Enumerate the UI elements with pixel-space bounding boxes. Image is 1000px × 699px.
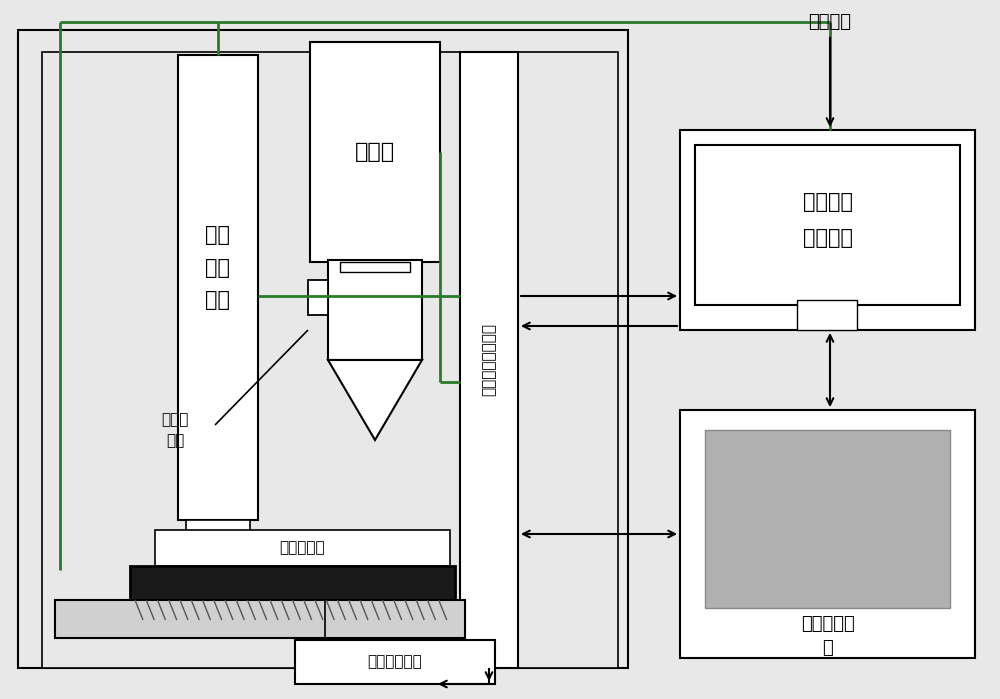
Bar bbox=[310, 42, 440, 262]
Text: 照相
测量
单元: 照相 测量 单元 bbox=[206, 224, 230, 310]
Bar bbox=[186, 520, 250, 534]
Bar bbox=[680, 130, 975, 330]
Bar bbox=[340, 262, 410, 272]
Bar bbox=[42, 52, 618, 668]
Bar bbox=[295, 640, 495, 684]
Bar bbox=[328, 260, 422, 360]
Bar bbox=[18, 30, 628, 668]
Bar bbox=[155, 530, 450, 566]
Bar bbox=[705, 430, 950, 608]
Bar bbox=[178, 55, 258, 520]
Bar bbox=[130, 566, 455, 600]
Text: 智能冷却单元: 智能冷却单元 bbox=[368, 654, 422, 670]
Bar bbox=[308, 280, 328, 315]
Text: 红外测
温仪: 红外测 温仪 bbox=[161, 412, 189, 448]
Text: 激光器: 激光器 bbox=[355, 142, 395, 162]
Text: 数据分析
控制单元: 数据分析 控制单元 bbox=[802, 192, 852, 248]
Bar bbox=[460, 52, 518, 668]
Bar bbox=[680, 410, 975, 658]
Polygon shape bbox=[328, 360, 422, 440]
Text: 机床控制单
元: 机床控制单 元 bbox=[801, 614, 854, 658]
Bar bbox=[695, 145, 960, 305]
Bar bbox=[797, 300, 857, 330]
Text: 测量数据: 测量数据 bbox=[808, 13, 852, 31]
Text: 机床扫描驱动机构: 机床扫描驱动机构 bbox=[482, 324, 496, 396]
Text: 待成形壁板: 待成形壁板 bbox=[280, 540, 325, 556]
Bar bbox=[55, 600, 465, 638]
